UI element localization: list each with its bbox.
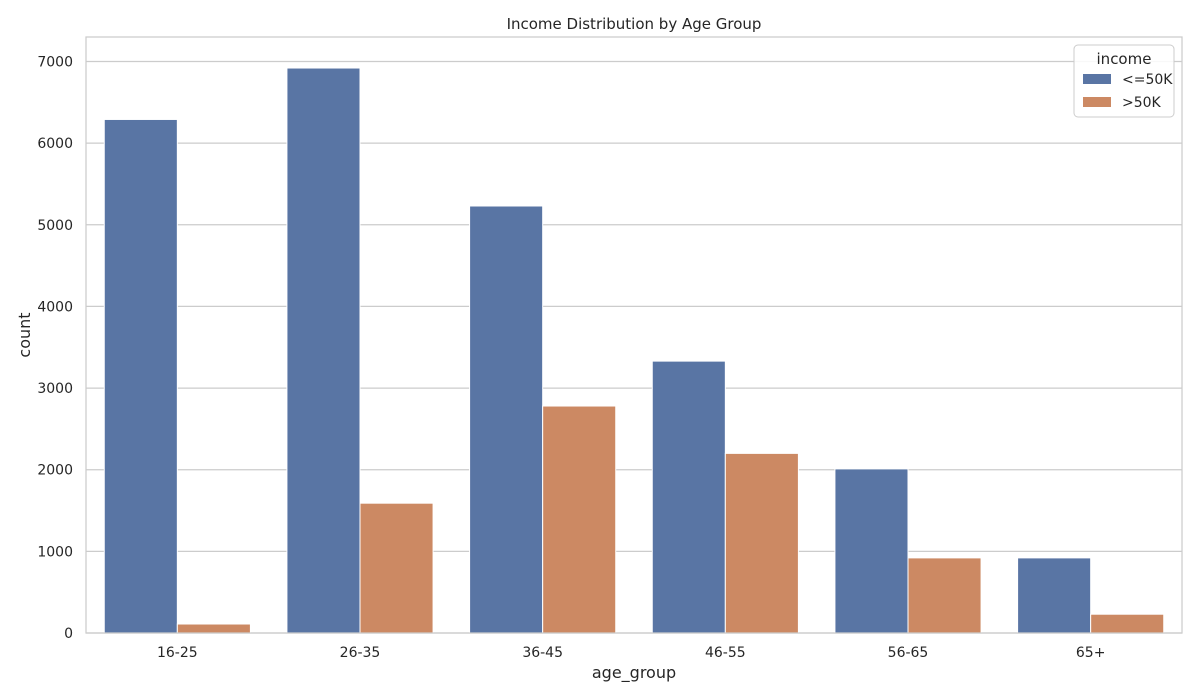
legend: income <=50K >50K: [1073, 44, 1175, 118]
legend-swatch-le50k: [1083, 74, 1111, 84]
x-tick-label: 65+: [1076, 645, 1106, 661]
bar-26-35-gt50k: [359, 502, 434, 634]
bar-46-55-gt50k: [724, 452, 799, 634]
bars-group: [103, 67, 1165, 634]
chart-title: Income Distribution by Age Group: [507, 15, 762, 33]
bar-56-65-le50k: [834, 468, 909, 634]
y-axis-label: count: [15, 312, 34, 357]
legend-label-gt50k: >50K: [1122, 95, 1162, 111]
bar-56-65-gt50k: [907, 557, 982, 634]
y-axis-ticks: 0 1000 2000 3000 4000 5000 6000 7000: [37, 54, 73, 642]
y-tick-label: 1000: [37, 544, 73, 560]
y-tick-label: 2000: [37, 463, 73, 479]
plot-frame: [85, 36, 1183, 634]
x-tick-label: 36-45: [522, 645, 563, 661]
y-tick-label: 0: [64, 626, 73, 642]
bar-26-35-le50k: [286, 67, 361, 634]
y-tick-label: 4000: [37, 299, 73, 315]
legend-label-le50k: <=50K: [1122, 72, 1173, 88]
x-tick-label: 16-25: [157, 645, 198, 661]
gridlines: [86, 60, 1182, 634]
y-tick-label: 6000: [37, 136, 73, 152]
bar-65+-le50k: [1017, 557, 1092, 634]
bar-46-55-le50k: [651, 360, 726, 634]
x-tick-label: 26-35: [340, 645, 381, 661]
bar-36-45-le50k: [469, 205, 544, 634]
bar-36-45-gt50k: [542, 405, 617, 634]
bar-16-25-le50k: [103, 118, 178, 634]
x-tick-label: 46-55: [705, 645, 746, 661]
legend-swatch-gt50k: [1083, 97, 1111, 107]
y-tick-label: 3000: [37, 381, 73, 397]
x-axis-ticks: 16-25 26-35 36-45 46-55 56-65 65+: [157, 645, 1105, 661]
y-tick-label: 7000: [37, 54, 73, 70]
y-tick-label: 5000: [37, 218, 73, 234]
x-tick-label: 56-65: [888, 645, 929, 661]
bar-16-25-gt50k: [176, 623, 251, 634]
x-axis-label: age_group: [592, 663, 676, 683]
legend-title: income: [1097, 50, 1152, 68]
bar-65+-gt50k: [1090, 613, 1165, 634]
plot-background: [86, 37, 1182, 633]
